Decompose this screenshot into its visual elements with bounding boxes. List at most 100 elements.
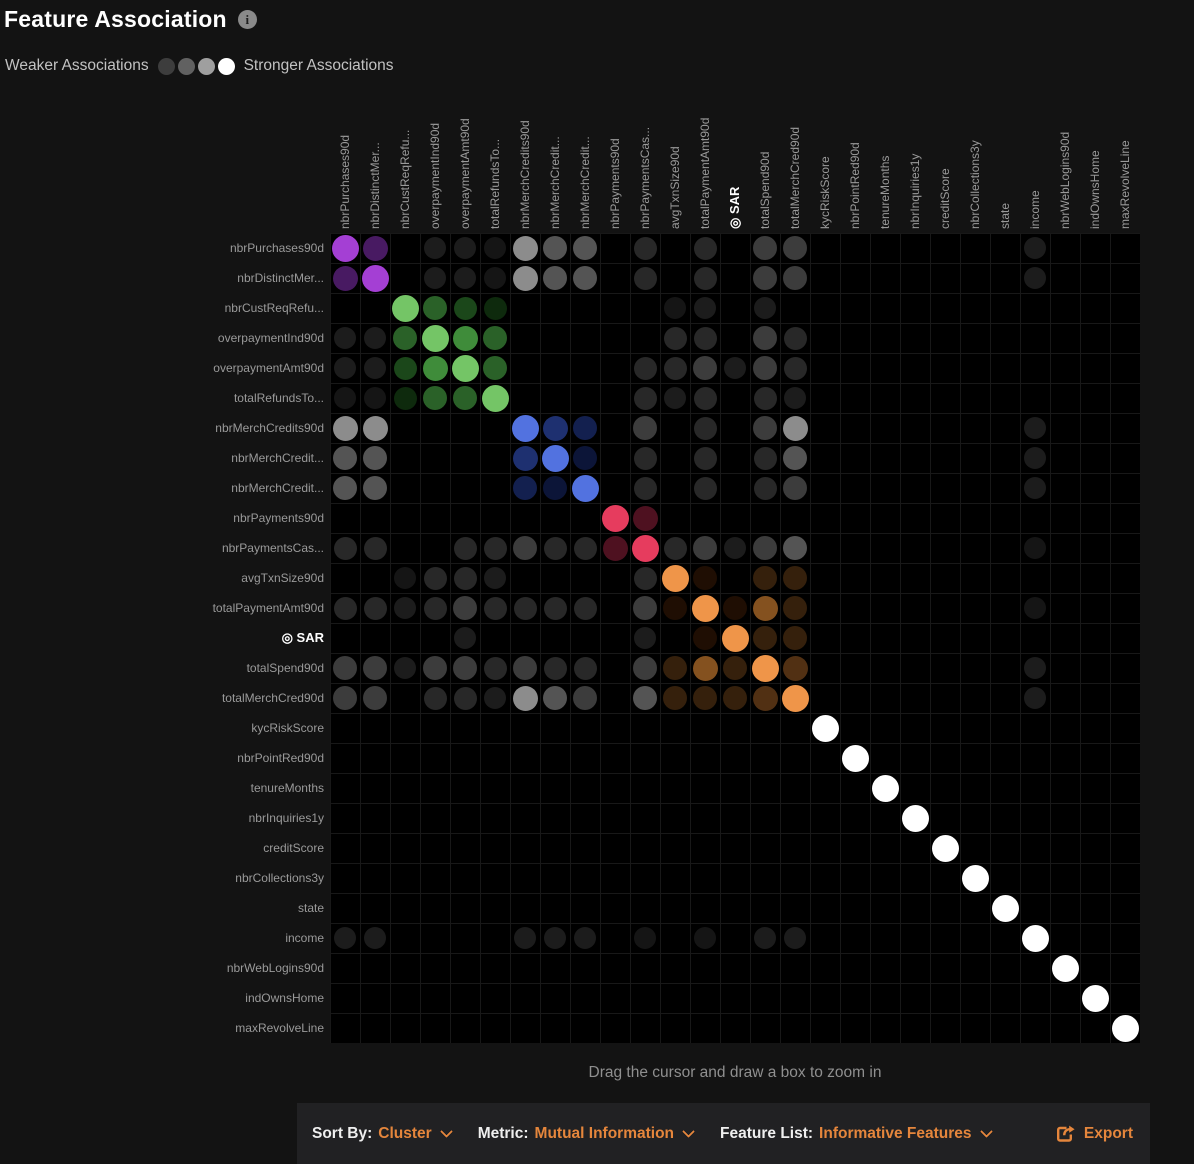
matrix-dot[interactable] bbox=[693, 236, 717, 260]
matrix-dot[interactable] bbox=[543, 596, 567, 620]
matrix-dot[interactable] bbox=[573, 236, 597, 260]
matrix-dot[interactable] bbox=[543, 236, 567, 260]
matrix-dot[interactable] bbox=[961, 864, 989, 892]
matrix-dot[interactable] bbox=[693, 416, 717, 440]
matrix-dot[interactable] bbox=[513, 596, 537, 620]
matrix-dot[interactable] bbox=[602, 535, 628, 561]
matrix-dot[interactable] bbox=[753, 416, 777, 440]
matrix-dot[interactable] bbox=[783, 536, 807, 560]
metric-dropdown[interactable]: Metric: Mutual Information bbox=[478, 1125, 695, 1143]
matrix-dot[interactable] bbox=[871, 774, 899, 802]
matrix-dot[interactable] bbox=[361, 264, 389, 292]
matrix-dot[interactable] bbox=[783, 596, 807, 620]
matrix-dot[interactable] bbox=[752, 685, 778, 711]
matrix-dot[interactable] bbox=[364, 327, 386, 349]
matrix-dot[interactable] bbox=[634, 927, 656, 949]
matrix-dot[interactable] bbox=[901, 804, 929, 832]
feature-list-dropdown[interactable]: Feature List: Informative Features bbox=[720, 1125, 993, 1143]
matrix-dot[interactable] bbox=[663, 686, 687, 710]
matrix-dot[interactable] bbox=[484, 687, 506, 709]
matrix-dot[interactable] bbox=[782, 415, 808, 441]
matrix-dot[interactable] bbox=[573, 446, 597, 470]
matrix-dot[interactable] bbox=[1024, 537, 1046, 559]
matrix-dot[interactable] bbox=[391, 294, 419, 322]
matrix-dot[interactable] bbox=[931, 834, 959, 862]
matrix-dot[interactable] bbox=[751, 654, 779, 682]
matrix-dot[interactable] bbox=[724, 357, 746, 379]
matrix-dot[interactable] bbox=[784, 927, 806, 949]
matrix-dot[interactable] bbox=[512, 685, 538, 711]
matrix-dot[interactable] bbox=[1024, 267, 1046, 289]
matrix-dot[interactable] bbox=[753, 476, 777, 500]
matrix-dot[interactable] bbox=[573, 266, 597, 290]
matrix-dot[interactable] bbox=[693, 266, 717, 290]
matrix-dot[interactable] bbox=[512, 235, 538, 261]
matrix-dot[interactable] bbox=[543, 536, 567, 560]
matrix-dot[interactable] bbox=[782, 655, 808, 681]
matrix-dot[interactable] bbox=[664, 297, 686, 319]
matrix-dot[interactable] bbox=[483, 296, 507, 320]
matrix-dot[interactable] bbox=[753, 446, 777, 470]
matrix-dot[interactable] bbox=[334, 327, 356, 349]
matrix-dot[interactable] bbox=[693, 536, 717, 560]
matrix-dot[interactable] bbox=[723, 686, 747, 710]
matrix-dot[interactable] bbox=[694, 297, 716, 319]
matrix-dot[interactable] bbox=[453, 566, 477, 590]
matrix-dot[interactable] bbox=[394, 567, 416, 589]
matrix-dot[interactable] bbox=[781, 684, 809, 712]
matrix-dot[interactable] bbox=[514, 927, 536, 949]
matrix-dot[interactable] bbox=[363, 686, 387, 710]
matrix-dot[interactable] bbox=[633, 446, 657, 470]
matrix-dot[interactable] bbox=[484, 567, 506, 589]
matrix-dot[interactable] bbox=[783, 446, 807, 470]
matrix-dot[interactable] bbox=[753, 266, 777, 290]
matrix-dot[interactable] bbox=[424, 267, 446, 289]
matrix-dot[interactable] bbox=[454, 267, 476, 289]
matrix-dot[interactable] bbox=[542, 415, 568, 441]
matrix-dot[interactable] bbox=[724, 537, 746, 559]
matrix-dot[interactable] bbox=[334, 927, 356, 949]
matrix-dot[interactable] bbox=[541, 444, 569, 472]
matrix-dot[interactable] bbox=[333, 536, 357, 560]
matrix-dot[interactable] bbox=[632, 505, 658, 531]
matrix-dot[interactable] bbox=[421, 324, 449, 352]
matrix-dot[interactable] bbox=[573, 596, 597, 620]
matrix-dot[interactable] bbox=[663, 356, 687, 380]
matrix-dot[interactable] bbox=[453, 596, 477, 620]
matrix-dot[interactable] bbox=[1024, 447, 1046, 469]
matrix-dot[interactable] bbox=[453, 296, 477, 320]
matrix-dot[interactable] bbox=[453, 656, 477, 680]
matrix-dot[interactable] bbox=[363, 656, 387, 680]
matrix-dot[interactable] bbox=[691, 594, 719, 622]
matrix-dot[interactable] bbox=[1024, 657, 1046, 679]
matrix-dot[interactable] bbox=[991, 894, 1019, 922]
matrix-dot[interactable] bbox=[362, 415, 388, 441]
matrix-dot[interactable] bbox=[423, 686, 447, 710]
matrix-dot[interactable] bbox=[453, 536, 477, 560]
matrix-dot[interactable] bbox=[753, 536, 777, 560]
matrix-dot[interactable] bbox=[692, 655, 718, 681]
matrix-dot[interactable] bbox=[634, 627, 656, 649]
matrix-dot[interactable] bbox=[663, 656, 687, 680]
matrix-dot[interactable] bbox=[633, 656, 657, 680]
matrix-dot[interactable] bbox=[723, 656, 747, 680]
matrix-dot[interactable] bbox=[783, 236, 807, 260]
matrix-dot[interactable] bbox=[483, 356, 507, 380]
matrix-dot[interactable] bbox=[693, 566, 717, 590]
matrix-dot[interactable] bbox=[633, 266, 657, 290]
matrix-dot[interactable] bbox=[363, 596, 387, 620]
matrix-dot[interactable] bbox=[423, 596, 447, 620]
matrix-dot[interactable] bbox=[332, 415, 358, 441]
matrix-dot[interactable] bbox=[333, 686, 357, 710]
matrix-dot[interactable] bbox=[753, 386, 777, 410]
matrix-dot[interactable] bbox=[811, 714, 839, 742]
matrix-dot[interactable] bbox=[573, 686, 597, 710]
association-matrix-plot[interactable] bbox=[330, 233, 1140, 1043]
matrix-dot[interactable] bbox=[484, 267, 506, 289]
matrix-dot[interactable] bbox=[513, 536, 537, 560]
matrix-dot[interactable] bbox=[693, 446, 717, 470]
matrix-dot[interactable] bbox=[693, 386, 717, 410]
matrix-dot[interactable] bbox=[452, 325, 478, 351]
matrix-dot[interactable] bbox=[363, 536, 387, 560]
export-button[interactable]: Export bbox=[1056, 1125, 1133, 1143]
